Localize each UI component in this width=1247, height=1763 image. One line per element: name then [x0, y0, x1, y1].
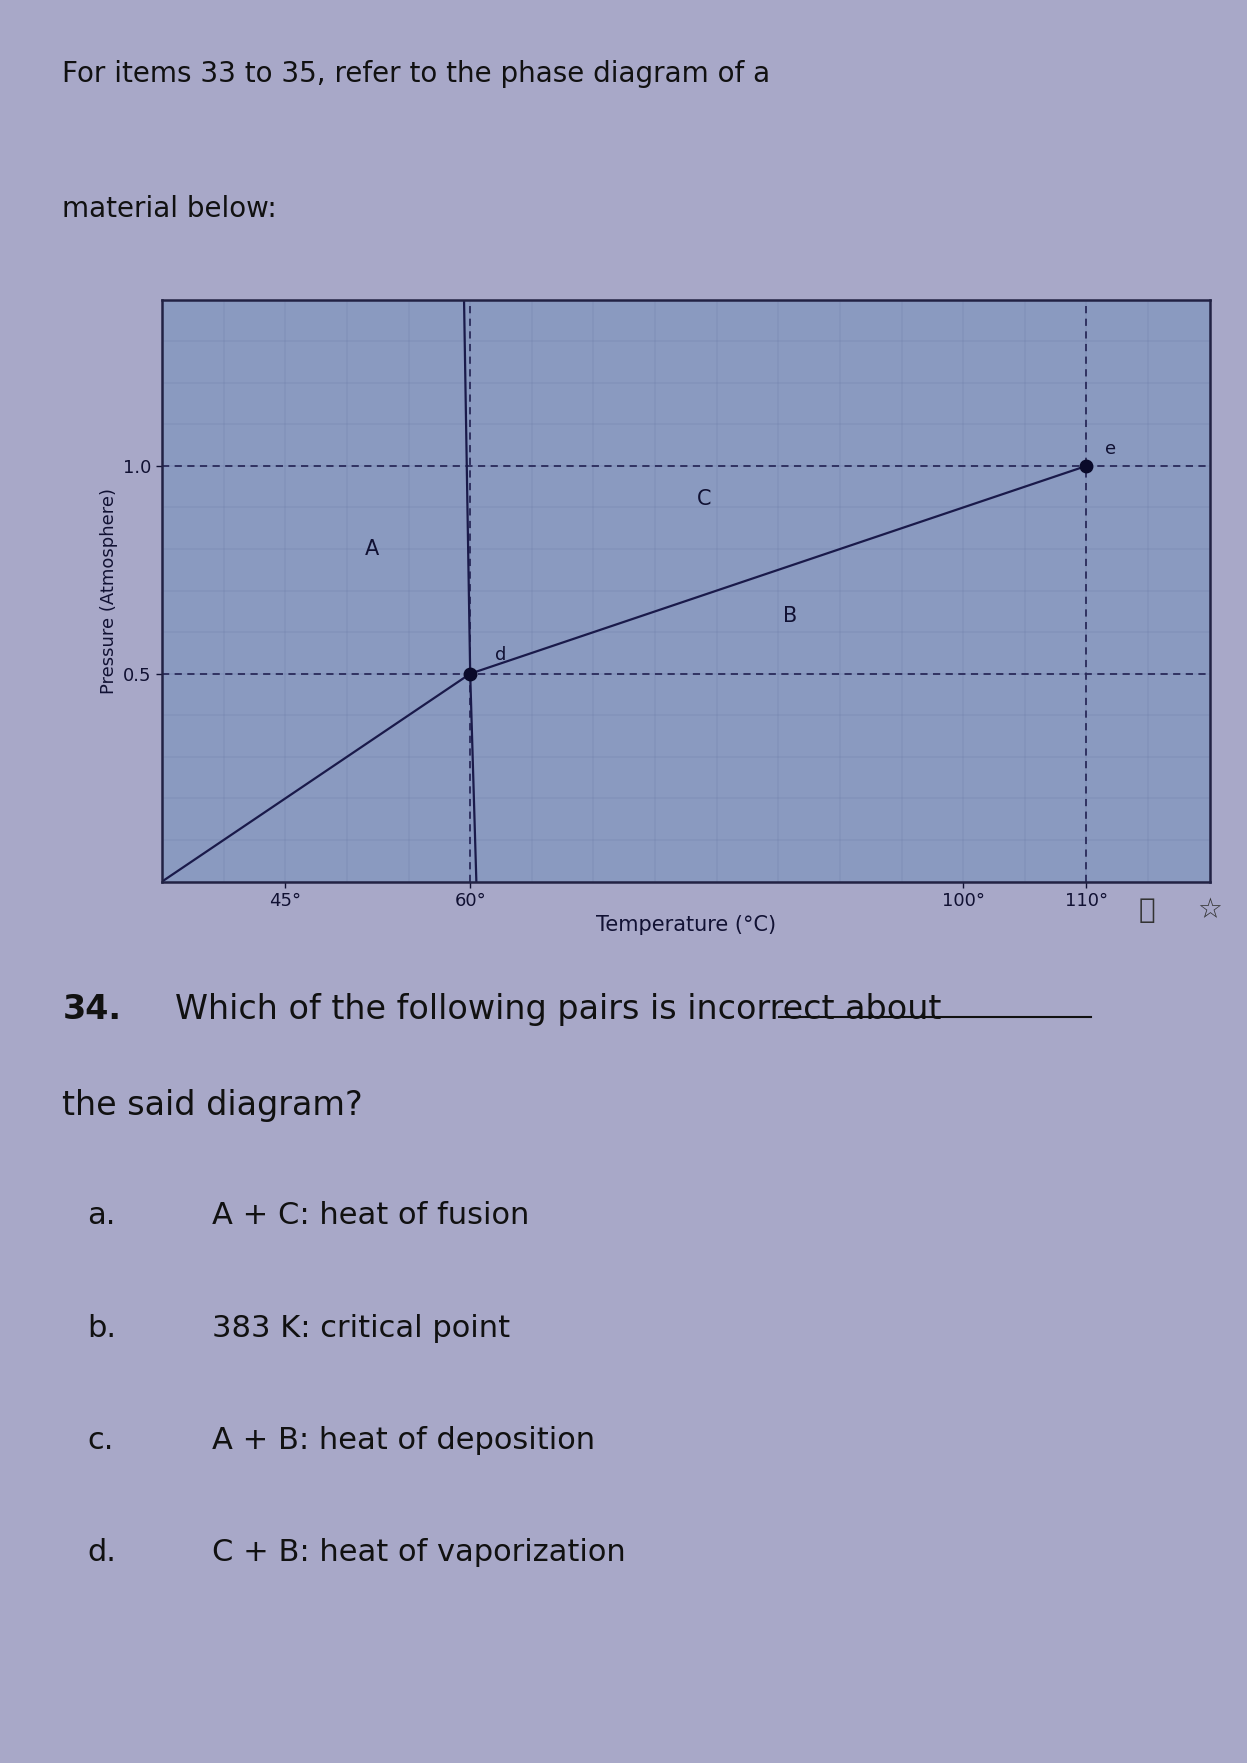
Text: c.: c.: [87, 1426, 113, 1454]
Text: d.: d.: [87, 1539, 116, 1567]
Text: d: d: [495, 645, 506, 665]
Text: e: e: [1105, 441, 1116, 458]
Text: 383 K: critical point: 383 K: critical point: [212, 1313, 510, 1343]
Text: For items 33 to 35, refer to the phase diagram of a: For items 33 to 35, refer to the phase d…: [62, 60, 771, 88]
Text: A + B: heat of deposition: A + B: heat of deposition: [212, 1426, 595, 1454]
Text: B: B: [783, 605, 798, 626]
Text: the said diagram?: the said diagram?: [62, 1090, 363, 1123]
Y-axis label: Pressure (Atmosphere): Pressure (Atmosphere): [100, 488, 117, 693]
Text: 34.: 34.: [62, 993, 121, 1026]
Text: A + C: heat of fusion: A + C: heat of fusion: [212, 1202, 530, 1231]
Text: Which of the following pairs is incorrect about: Which of the following pairs is incorrec…: [175, 993, 941, 1026]
Text: C + B: heat of vaporization: C + B: heat of vaporization: [212, 1539, 626, 1567]
X-axis label: Temperature (°C): Temperature (°C): [596, 915, 776, 936]
Text: ☆: ☆: [1197, 896, 1222, 924]
Text: material below:: material below:: [62, 194, 277, 222]
Text: ⌕: ⌕: [1139, 896, 1156, 924]
Text: a.: a.: [87, 1202, 116, 1231]
Text: b.: b.: [87, 1313, 116, 1343]
Text: C: C: [697, 488, 712, 510]
Text: A: A: [364, 539, 379, 559]
